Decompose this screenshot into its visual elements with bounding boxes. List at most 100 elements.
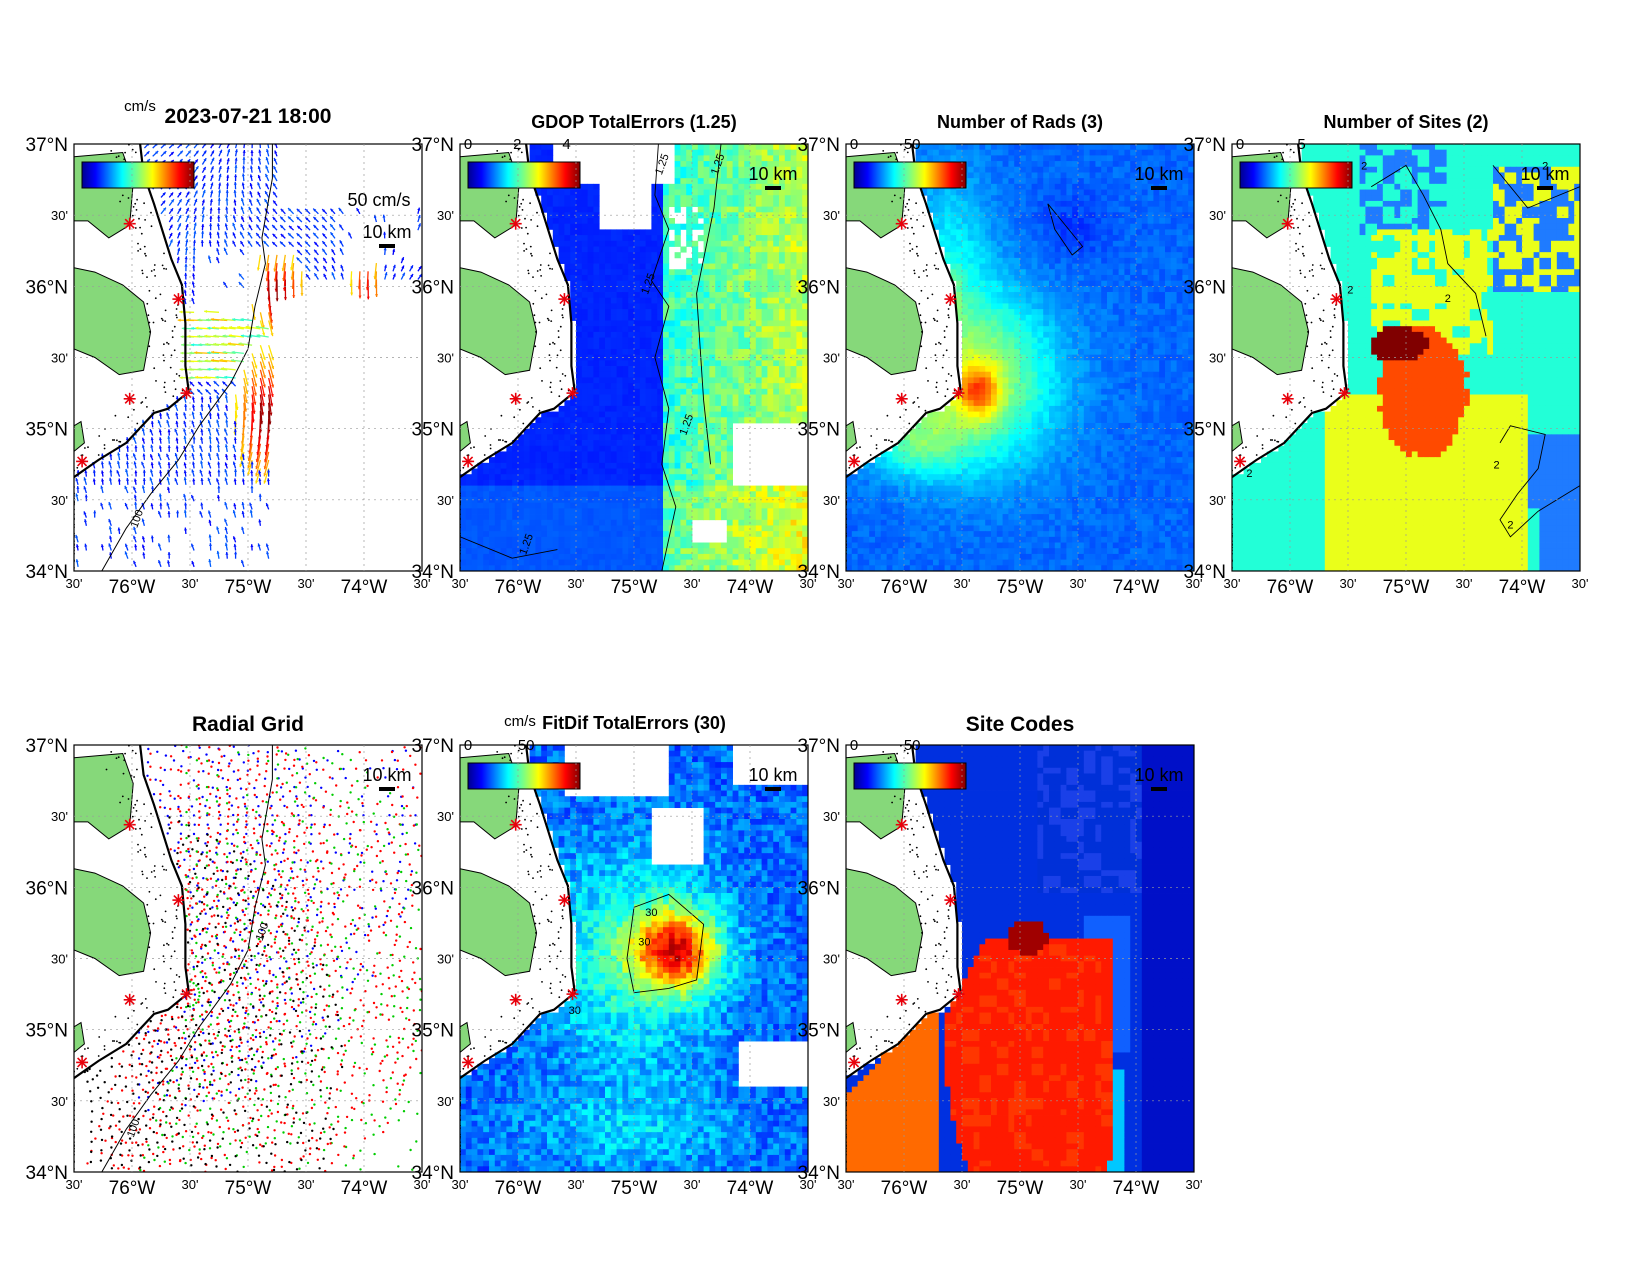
heatmap-cell (738, 348, 745, 356)
heatmap-cell (628, 440, 635, 447)
heatmap-cell (744, 331, 751, 338)
heatmap-cell (547, 434, 554, 441)
heatmap-cell (587, 434, 594, 441)
vector-head (225, 454, 229, 458)
vector-head (322, 233, 326, 237)
heatmap-cell (558, 468, 565, 475)
heatmap-cell (790, 189, 797, 196)
heatmap-cell (581, 337, 588, 344)
heatmap-cell (610, 394, 617, 401)
heatmap-cell (668, 337, 675, 344)
heatmap-cell (715, 377, 722, 384)
heatmap-cell (541, 491, 548, 498)
heatmap-cell (570, 297, 577, 304)
vector-arrow (233, 189, 237, 198)
vector-head (261, 403, 265, 407)
heatmap-cell (680, 149, 687, 156)
vector-head (217, 197, 221, 201)
heatmap-cell (790, 235, 797, 242)
heatmap-cell (784, 206, 791, 213)
heatmap-cell (605, 269, 612, 276)
vector-arrow (216, 240, 220, 247)
vector-head (410, 274, 413, 278)
vector-head (254, 374, 258, 378)
heatmap-cell (796, 246, 803, 253)
heatmap-cell (599, 508, 606, 515)
heatmap-cell (726, 286, 733, 293)
heatmap-cell (663, 434, 670, 441)
heatmap-cell (645, 434, 652, 441)
vector-arrow (257, 174, 262, 182)
heatmap-cell (721, 479, 728, 486)
heatmap-cell (616, 320, 623, 327)
heatmap-cell (599, 462, 606, 469)
heatmap-cell (529, 479, 536, 486)
heatmap-cell (773, 417, 780, 424)
vector-head (191, 495, 194, 499)
heatmap-cell (773, 337, 780, 344)
heatmap-cell (477, 502, 484, 509)
heatmap-cell (790, 405, 797, 412)
heatmap-cell (593, 314, 600, 321)
heatmap-cell (651, 189, 658, 196)
heatmap-cell (564, 468, 571, 475)
heatmap-cell (796, 400, 803, 407)
heatmap-cell (715, 451, 722, 458)
vector-head (199, 452, 203, 456)
heatmap-cell (726, 383, 733, 390)
heatmap-cell (639, 252, 646, 259)
heatmap-cell (587, 445, 594, 452)
vector-head (192, 404, 196, 408)
vector-head (197, 359, 201, 363)
vector-arrow (179, 310, 195, 314)
heatmap-cell (639, 366, 646, 373)
vector-arrow (321, 216, 328, 223)
heatmap-cell (523, 474, 530, 481)
heatmap-cell (697, 144, 704, 151)
shoreline-dot (103, 447, 106, 450)
heatmap-cell (761, 195, 768, 202)
heatmap-cell (645, 252, 652, 259)
vector-head (244, 399, 248, 403)
vector-head (199, 445, 203, 449)
heatmap-cell (721, 371, 728, 378)
heatmap-cell (634, 280, 641, 287)
heatmap-cell (721, 417, 728, 424)
heatmap-cell (576, 297, 583, 304)
vector-shaft (251, 377, 257, 396)
heatmap-cell (703, 144, 710, 151)
vector-arrow (100, 485, 104, 494)
vector-head (207, 420, 211, 424)
vector-head (163, 151, 167, 155)
vector-head (190, 326, 194, 330)
heatmap-cell (645, 377, 652, 384)
heatmap-cell (779, 280, 786, 287)
heatmap-cell (628, 292, 635, 299)
heatmap-cell (738, 246, 745, 253)
heatmap-cell (680, 326, 687, 333)
vector-head (296, 208, 300, 212)
heatmap-cell (767, 371, 774, 378)
heatmap-cell (796, 320, 803, 327)
vector-head (218, 182, 222, 186)
heatmap-cell (570, 246, 577, 253)
heatmap-cell (726, 485, 733, 492)
shoreline-dot (176, 316, 178, 319)
heatmap-cell (750, 286, 757, 293)
heatmap-cell (692, 149, 699, 156)
heatmap-cell (593, 269, 600, 276)
vector-arrow (312, 232, 319, 239)
heatmap-cell (697, 189, 704, 196)
heatmap-cell (726, 240, 733, 247)
heatmap-cell (576, 388, 583, 395)
heatmap-cell (732, 320, 739, 327)
heatmap-cell (680, 434, 687, 441)
heatmap-cell (576, 326, 583, 333)
heatmap-cell (732, 303, 739, 310)
vector-arrow (273, 157, 278, 165)
vector-arrow (208, 452, 212, 461)
vector-head (234, 149, 238, 153)
vector-arrow (259, 312, 265, 329)
vector-arrow (184, 256, 188, 264)
vector-head (166, 404, 170, 408)
